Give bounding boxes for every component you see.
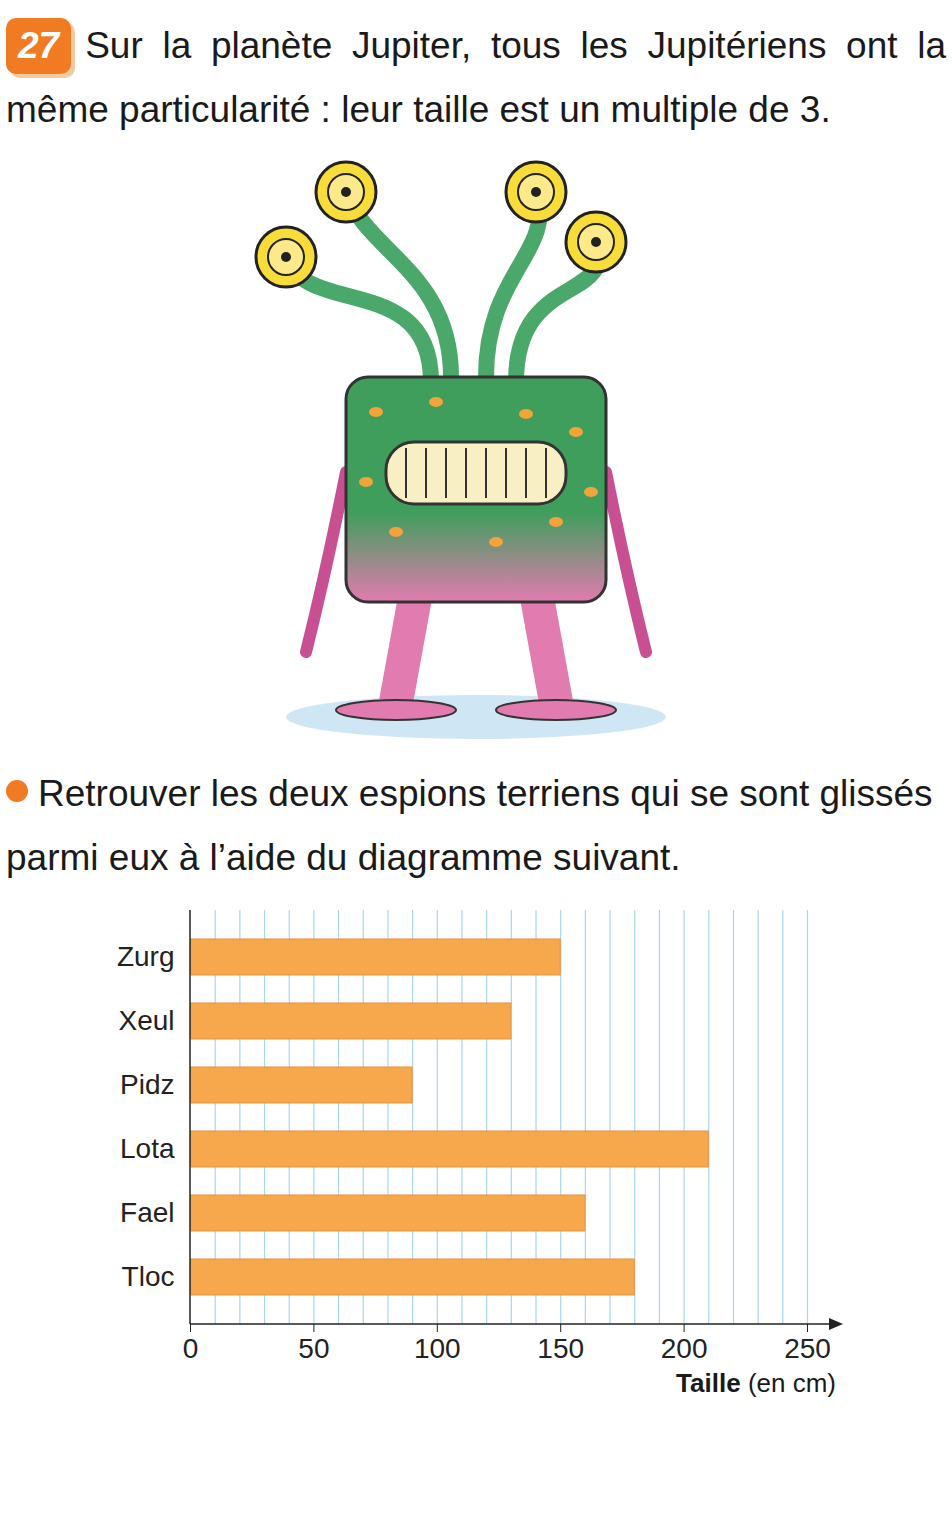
svg-text:Tloc: Tloc [122,1261,175,1292]
svg-text:250: 250 [784,1333,831,1364]
svg-text:Zurg: Zurg [117,941,175,972]
svg-text:Xeul: Xeul [118,1005,174,1036]
svg-text:Lota: Lota [120,1133,175,1164]
svg-text:Fael: Fael [120,1197,174,1228]
svg-text:Pidz: Pidz [120,1069,174,1100]
html-text:Sur la planète Jupiter, tous l: Sur la planète Jupiter, tous les Jupitér… [6,25,946,130]
svg-text:200: 200 [661,1333,708,1364]
html-text:Retrouver les deux espions ter: Retrouver les deux espions terriens qui … [6,773,933,878]
html-text:Taille (en cm): Taille (en cm) [676,1368,836,1398]
svg-text:0: 0 [183,1333,199,1364]
svg-text:150: 150 [537,1333,584,1364]
svg-text:100: 100 [414,1333,461,1364]
html-text:27: 27 [18,25,60,66]
svg-text:50: 50 [298,1333,329,1364]
